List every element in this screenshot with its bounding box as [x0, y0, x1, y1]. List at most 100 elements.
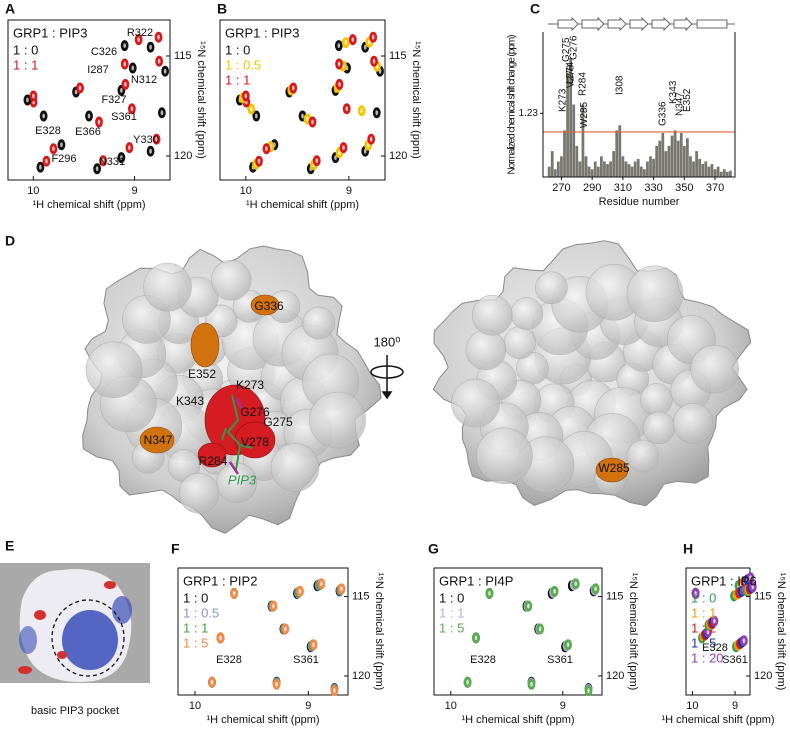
peak-core [157, 34, 160, 40]
surface-bump [642, 411, 676, 445]
peak-core [130, 106, 134, 112]
residue-label: G336 [254, 299, 284, 313]
peak-core [344, 40, 348, 45]
bar [673, 130, 677, 177]
residue-label: F327 [101, 94, 126, 106]
peak-core [338, 82, 341, 87]
protein-surfaces [82, 240, 752, 534]
surface-bump [210, 259, 252, 301]
bar [612, 151, 616, 177]
residue-label: N347 [144, 433, 173, 447]
panel-label: D [5, 233, 15, 249]
y-tick-label: 120 [174, 150, 192, 162]
bar [609, 161, 612, 177]
bar [593, 161, 597, 177]
bar [606, 164, 609, 177]
y-tick-label: 120 [754, 670, 772, 682]
panel-label: E [5, 538, 14, 554]
surface-bump [535, 271, 568, 305]
bar [658, 140, 662, 177]
peak-core [315, 158, 319, 164]
bar [581, 104, 585, 177]
surface-bump [503, 326, 537, 360]
ratio-legend: 1 : 1 [225, 72, 250, 87]
bar [661, 132, 665, 177]
y-axis-label: Normalized chemical shift change (ppm) [507, 35, 518, 175]
peak-core [363, 44, 367, 50]
surface-bump [626, 265, 684, 323]
panel-label: F [171, 541, 180, 557]
spectrum-frame [177, 567, 349, 696]
ratio-legend: 1 : 1 [13, 57, 38, 72]
bar [695, 151, 698, 177]
peak-core [312, 642, 315, 648]
peak-core [566, 642, 570, 648]
y-axis-label: ¹⁵N chemical shift (ppm) [627, 573, 639, 691]
peak-core [101, 158, 105, 164]
peak-core [123, 43, 126, 48]
peak-core [530, 681, 533, 687]
peak-core [149, 44, 152, 50]
residue-label: S361 [111, 111, 137, 123]
peak-core [250, 106, 253, 112]
caption: basic PIP3 pocket [31, 705, 119, 717]
ratio-legend: 1 : 0.5 [225, 57, 261, 72]
peak-core [39, 164, 42, 170]
spectrum-frame [433, 567, 603, 696]
bar [679, 132, 683, 177]
bar [596, 166, 600, 177]
orange-patch [595, 457, 629, 483]
peak-core [210, 679, 214, 685]
peak-core [345, 106, 349, 112]
ratio-legend: 1 : 0 [13, 42, 38, 57]
residue-annotation: E352 [682, 88, 693, 112]
ratio-legend: 1 : 5 [439, 620, 464, 635]
bar [553, 169, 557, 177]
peak-core [306, 116, 309, 122]
x-tick-label: 350 [675, 182, 693, 194]
panel-label: B [217, 1, 227, 17]
residue-label: R322 [127, 27, 153, 39]
bar [692, 161, 695, 177]
spectrum-frame [7, 19, 171, 181]
x-tick-label: 9 [560, 700, 566, 712]
y-tick-label: 115 [352, 590, 370, 602]
surface-bump [178, 472, 220, 514]
peak-core [52, 146, 55, 152]
peak-core [751, 584, 755, 590]
x-tick-label: 370 [706, 182, 724, 194]
bar [556, 161, 560, 177]
residue-annotation: K273 [558, 88, 569, 112]
peak-core [337, 43, 341, 48]
x-axis-label: Residue number [599, 196, 680, 208]
ratio-legend: 1 : 5 [691, 635, 716, 650]
residue-annotation: G275 [561, 37, 572, 62]
x-tick-label: 310 [614, 182, 632, 194]
residue-annotation: I308 [614, 75, 625, 95]
ratio-legend: 1 : 1 [691, 605, 716, 620]
y-axis-label: ¹⁵N chemical shift (ppm) [410, 41, 422, 159]
bar [729, 170, 732, 177]
peak-core [45, 158, 48, 164]
peak-core [337, 61, 341, 67]
peak-core [574, 581, 578, 587]
panel-label: A [5, 1, 15, 17]
secondary-structure [548, 16, 735, 32]
peak-core [87, 113, 91, 119]
residue-annotation: N347 [674, 92, 685, 116]
peak-core [333, 688, 336, 694]
residue-annotation: G276 [568, 35, 579, 60]
bar [707, 166, 711, 177]
residue-annotation: W285 [579, 101, 590, 128]
peak-core [474, 635, 478, 641]
x-tick-label: 270 [552, 182, 570, 194]
orange-patch [139, 426, 175, 454]
surface-bump [302, 306, 336, 340]
peak-core [272, 603, 275, 609]
ligand-phosphate [228, 397, 244, 475]
residue-label: C326 [91, 46, 117, 58]
peak-core [131, 65, 135, 71]
bar [701, 164, 705, 177]
peak-core [155, 136, 158, 142]
